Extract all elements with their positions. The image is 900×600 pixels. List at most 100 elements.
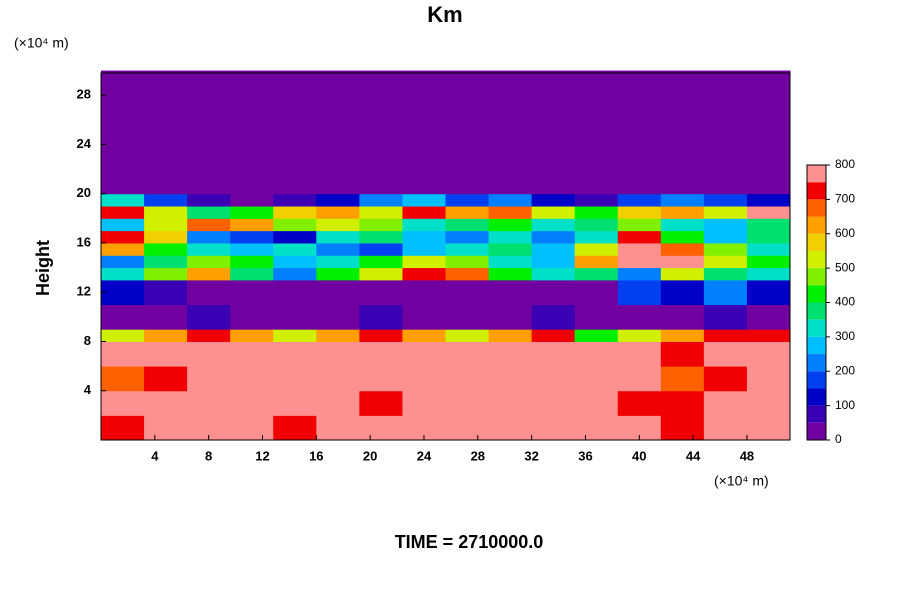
- cell: [144, 341, 188, 367]
- cell: [488, 279, 533, 306]
- cell: [574, 329, 619, 342]
- colorbar-tick-label: 0: [835, 432, 842, 446]
- cell: [445, 279, 490, 306]
- colorbar-tick-label: 300: [835, 329, 855, 343]
- cell: [230, 230, 274, 244]
- cell: [144, 279, 188, 306]
- cell: [746, 415, 791, 441]
- cell: [316, 341, 360, 367]
- cell: [187, 390, 231, 416]
- x-tick-label: 20: [363, 448, 377, 463]
- cell: [101, 279, 145, 306]
- cell: [617, 329, 662, 342]
- cell: [144, 267, 188, 281]
- cell: [660, 218, 705, 232]
- x-tick-label: 24: [417, 448, 432, 463]
- cell: [273, 206, 317, 219]
- cell: [746, 255, 791, 269]
- cell: [746, 206, 791, 219]
- cell: [101, 329, 145, 342]
- cell: [359, 255, 403, 269]
- cell: [402, 206, 446, 219]
- cell: [273, 279, 317, 306]
- cell: [445, 341, 490, 367]
- cell: [617, 206, 662, 219]
- y-tick-label: 4: [84, 382, 92, 397]
- cell: [101, 230, 145, 244]
- cell: [187, 218, 231, 232]
- cell: [746, 230, 791, 244]
- cell: [144, 415, 188, 441]
- cell: [574, 230, 619, 244]
- cell: [187, 70, 231, 195]
- x-tick-label: 40: [632, 448, 646, 463]
- plot-frame: [100, 72, 791, 441]
- cell: [488, 304, 533, 330]
- x-tick-label: 8: [205, 448, 212, 463]
- cell: [574, 218, 619, 232]
- cell: [402, 70, 446, 195]
- cell: [187, 230, 231, 244]
- cell: [746, 193, 791, 207]
- cell: [531, 206, 576, 219]
- cell: [488, 230, 533, 244]
- cell: [316, 329, 360, 342]
- colorbar-tick-label: 800: [835, 157, 855, 171]
- colorbar-tick-label: 400: [835, 295, 855, 309]
- cell: [531, 255, 576, 269]
- cell: [531, 366, 576, 392]
- cell: [617, 267, 662, 281]
- cell: [703, 304, 748, 330]
- cell: [617, 366, 662, 392]
- cell: [101, 366, 145, 392]
- cell: [316, 70, 360, 195]
- cell: [359, 341, 403, 367]
- cell: [488, 267, 533, 281]
- cell: [316, 218, 360, 232]
- y-unit: (×10⁴ m): [14, 35, 69, 51]
- cell: [660, 206, 705, 219]
- cell: [531, 242, 576, 256]
- cell: [187, 304, 231, 330]
- cell: [230, 193, 274, 207]
- cell: [230, 255, 274, 269]
- colorbar-band: [807, 388, 826, 406]
- cell: [574, 390, 619, 416]
- cell: [316, 304, 360, 330]
- y-tick-label: 24: [77, 136, 92, 151]
- cell: [703, 329, 748, 342]
- cell: [746, 70, 791, 195]
- cell: [488, 329, 533, 342]
- cell: [187, 242, 231, 256]
- cell: [144, 242, 188, 256]
- cell: [574, 206, 619, 219]
- cell: [316, 193, 360, 207]
- cell: [273, 415, 317, 441]
- cell: [531, 304, 576, 330]
- cell: [531, 329, 576, 342]
- cell: [746, 242, 791, 256]
- cell: [101, 341, 145, 367]
- cell: [617, 218, 662, 232]
- cell: [703, 193, 748, 207]
- cell: [488, 341, 533, 367]
- cell: [230, 206, 274, 219]
- x-tick-label: 36: [578, 448, 592, 463]
- cell: [144, 193, 188, 207]
- cell: [101, 193, 145, 207]
- cell: [402, 242, 446, 256]
- cell: [445, 304, 490, 330]
- cell: [359, 304, 403, 330]
- cell: [660, 70, 705, 195]
- colorbar-band: [807, 285, 826, 303]
- cell: [660, 255, 705, 269]
- cell: [488, 255, 533, 269]
- cell: [187, 329, 231, 342]
- colorbar-tick-label: 500: [835, 260, 855, 274]
- cell: [703, 218, 748, 232]
- cell: [488, 242, 533, 256]
- cell: [359, 242, 403, 256]
- x-tick-label: 28: [471, 448, 485, 463]
- cell: [531, 279, 576, 306]
- cell: [230, 242, 274, 256]
